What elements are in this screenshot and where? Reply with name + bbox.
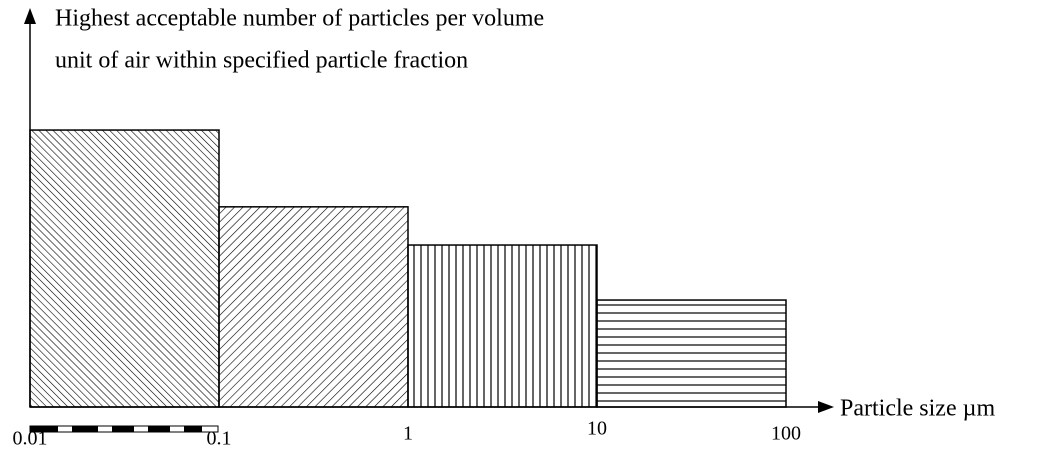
- bar: [218, 206, 409, 408]
- x-axis-arrow: [818, 401, 834, 413]
- y-axis-label: unit of air within specified particle fr…: [55, 48, 468, 74]
- scale-strip-segment: [148, 426, 170, 432]
- scale-strip-segment: [184, 426, 202, 432]
- x-tick-label: 100: [771, 423, 801, 445]
- y-axis-label: Highest acceptable number of particles p…: [55, 6, 544, 32]
- axes: [24, 8, 834, 433]
- x-tick-label: 1: [403, 423, 413, 445]
- scale-strip-segment: [112, 426, 134, 432]
- x-tick-label: 10: [587, 418, 607, 440]
- x-tick-label: 0.01: [13, 428, 48, 450]
- x-axis-label: Particle size µm: [840, 396, 995, 422]
- y-axis-arrow: [24, 8, 36, 24]
- scale-strip-segment: [72, 426, 98, 432]
- bar: [29, 129, 220, 408]
- x-tick-label: 0.1: [207, 428, 232, 450]
- bar: [407, 244, 598, 408]
- scale-strip-segment: [30, 426, 58, 432]
- bar: [596, 299, 787, 408]
